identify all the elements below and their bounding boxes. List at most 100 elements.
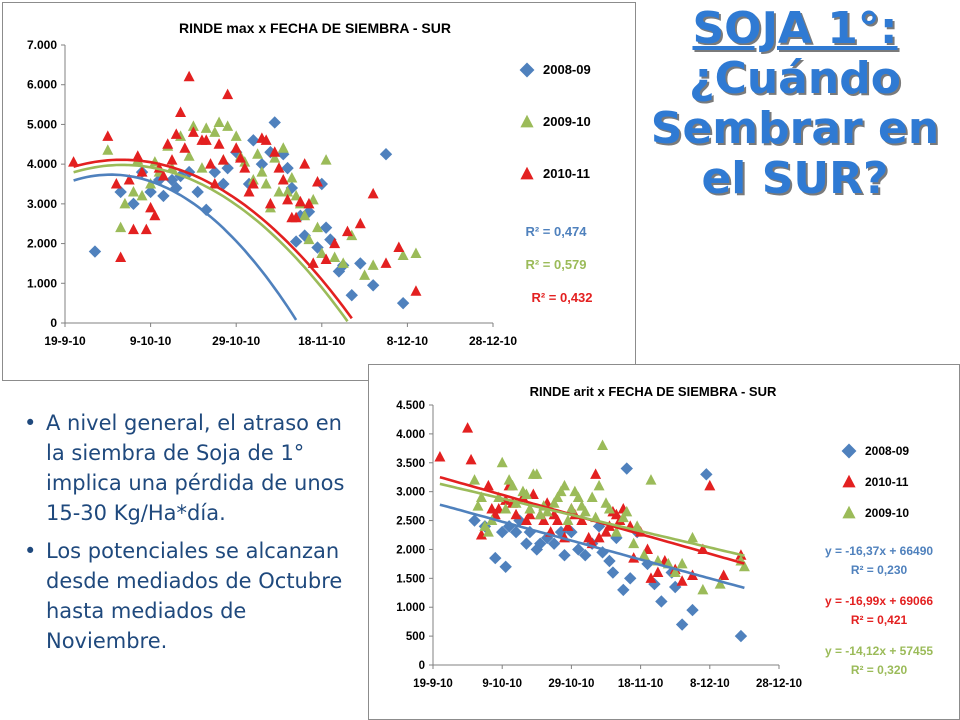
legend-label: 2008-09 [865,444,909,458]
data-point [469,474,481,485]
data-point [499,560,512,573]
data-point [145,178,157,189]
x-tick-label: 29-10-10 [548,678,594,690]
data-point [299,209,311,221]
data-point [329,251,341,262]
data-point [367,187,379,199]
data-point [337,257,349,268]
data-point [183,70,195,82]
data-point [621,505,633,517]
data-point [217,177,230,191]
data-point [273,162,285,173]
data-point [541,505,553,517]
data-point [110,178,122,189]
data-point [738,560,750,572]
data-point [196,162,208,173]
data-point [645,474,657,485]
data-point [628,537,640,549]
data-point [593,531,605,543]
data-point [239,162,251,173]
y-tick-label: 6.000 [27,78,57,92]
data-point [396,296,410,310]
data-point [123,174,135,185]
data-point [256,166,268,177]
data-point [462,422,474,433]
data-point [115,251,127,262]
data-point [624,572,637,585]
data-point [281,161,294,175]
y-tick-label: 3.500 [396,458,425,470]
data-point [247,134,260,147]
trend-r2: R² = 0,421 [851,613,908,627]
data-point [531,468,543,479]
bullet-dot-icon: • [24,411,37,435]
y-tick-label: 0 [419,660,425,672]
y-tick-label: 1.000 [27,276,57,290]
data-point [299,158,311,169]
data-point [345,289,358,302]
y-tick-label: 1.500 [396,573,425,585]
data-point [200,134,212,145]
data-point [510,508,522,520]
data-point [617,583,630,597]
data-point [482,526,494,537]
data-point [676,557,688,569]
data-point [562,514,574,526]
data-point [579,505,591,517]
data-point [638,549,650,560]
data-point [255,157,269,171]
data-point [230,130,242,141]
data-point [179,142,191,153]
x-tick-label: 8-12-10 [690,678,730,690]
bullet-text: Los potenciales se alcanzan desde mediad… [46,539,343,653]
y-tick-label: 500 [406,631,425,643]
data-point [489,551,502,565]
chart-rinde-arit-svg: RINDE arit x FECHA DE SIEMBRA - SUR 0 500 1… [396,384,933,690]
trendline [73,173,298,321]
data-point [620,462,633,475]
data-point [312,221,324,233]
data-point [645,572,657,583]
legend-marker [841,443,857,459]
x-tick-label: 18-11-10 [618,678,663,690]
data-point [200,203,213,217]
title-line-2: ¿Cuándo Sembrar en el SUR? [650,53,940,204]
data-point [165,173,179,187]
data-point [273,185,285,197]
data-point [217,154,229,165]
data-point [572,491,584,502]
data-point [610,526,622,537]
trendline [73,163,349,323]
data-point [205,158,217,169]
data-point [269,146,281,157]
data-point [264,197,276,209]
data-point [234,152,246,163]
legend-marker [520,114,534,128]
trend-equation: y = -14,12x + 57455 [825,644,933,658]
x-tick-label: 8-12-10 [387,334,429,348]
data-point [247,178,259,189]
x-tick-label: 19-9-10 [413,678,453,690]
trend-equation: y = -16,99x + 69066 [825,594,933,608]
data-point [600,526,612,537]
data-point [597,439,609,450]
data-point [354,257,367,270]
legend-marker [520,166,534,180]
data-point [354,217,366,229]
data-point [552,491,564,502]
data-point [127,223,139,235]
data-point [213,138,225,149]
data-point [700,468,713,481]
data-point [704,479,716,491]
data-point [590,468,602,479]
data-point [576,514,588,526]
data-point [379,148,393,161]
data-point [312,176,324,187]
y-tick-label: 2.000 [27,237,57,251]
data-point [527,488,539,500]
chart-rinde-arit: RINDE arit x FECHA DE SIEMBRA - SUR 0 500 1… [368,364,960,720]
legend-marker [842,474,856,488]
title-line-1: SOJA 1°: [692,3,898,54]
data-point [475,491,487,502]
data-point [579,549,592,562]
